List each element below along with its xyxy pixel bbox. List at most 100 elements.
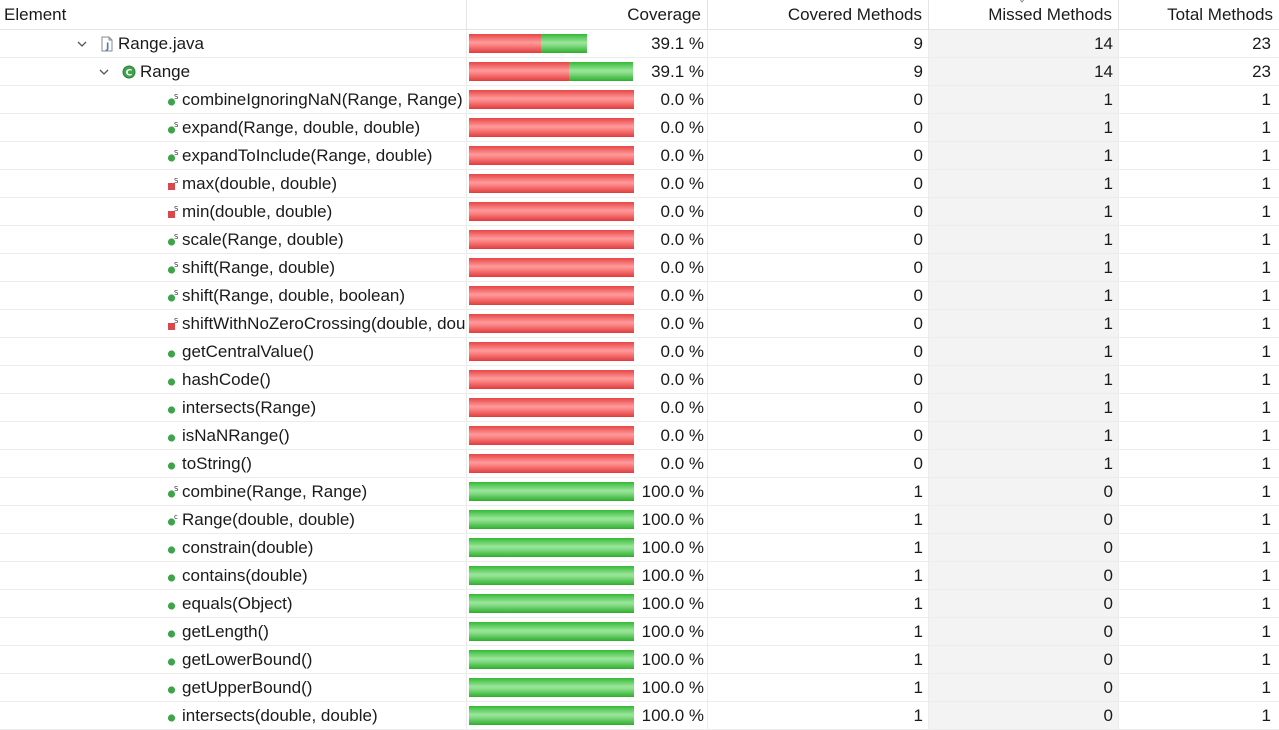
chevron-down-icon[interactable]: [76, 30, 88, 57]
coverage-cell: 0.0 %: [467, 450, 708, 477]
element-cell[interactable]: getLength(): [0, 618, 467, 645]
covered-methods-cell: 0: [708, 366, 929, 393]
missed-methods-cell: 1: [929, 366, 1119, 393]
covered-bar-segment: [569, 62, 633, 81]
element-name: shift(Range, double, boolean): [182, 286, 406, 305]
element-cell[interactable]: getUpperBound(): [0, 674, 467, 701]
method-row[interactable]: isNaNRange() 0.0 % 0 1 1: [0, 422, 1279, 450]
column-header-element[interactable]: Element: [0, 0, 467, 29]
column-header-covered-methods[interactable]: Covered Methods: [708, 0, 929, 29]
private-static-method-icon: S: [168, 205, 179, 218]
element-cell[interactable]: contains(double): [0, 562, 467, 589]
constructor-icon: c: [167, 513, 178, 526]
missed-bar-segment: [469, 454, 634, 473]
method-row[interactable]: c Range(double, double) 100.0 % 1 0 1: [0, 506, 1279, 534]
method-row[interactable]: constrain(double) 100.0 % 1 0 1: [0, 534, 1279, 562]
svg-text:S: S: [174, 261, 179, 269]
method-row[interactable]: getUpperBound() 100.0 % 1 0 1: [0, 674, 1279, 702]
method-row[interactable]: equals(Object) 100.0 % 1 0 1: [0, 590, 1279, 618]
missed-bar-segment: [469, 90, 634, 109]
coverage-percent: 100.0 %: [641, 622, 704, 641]
coverage-percent: 0.0 %: [660, 398, 704, 417]
file-row[interactable]: J Range.java 39.1 % 9 14 23: [0, 30, 1279, 58]
covered-methods-cell: 0: [708, 142, 929, 169]
coverage-percent: 100.0 %: [641, 510, 704, 529]
method-row[interactable]: getCentralValue() 0.0 % 0 1 1: [0, 338, 1279, 366]
public-method-icon: [167, 546, 176, 554]
covered-methods-cell: 9: [708, 30, 929, 57]
coverage-bar: [469, 342, 634, 361]
element-cell[interactable]: C Range: [0, 58, 467, 85]
element-cell[interactable]: J Range.java: [0, 30, 467, 57]
element-cell[interactable]: getCentralValue(): [0, 338, 467, 365]
covered-methods-cell: 0: [708, 170, 929, 197]
covered-methods-cell: 0: [708, 282, 929, 309]
total-methods-cell: 1: [1261, 594, 1271, 613]
covered-methods-cell: 0: [708, 226, 929, 253]
total-methods-cell: 1: [1261, 398, 1271, 417]
element-cell[interactable]: getLowerBound(): [0, 646, 467, 673]
method-row[interactable]: contains(double) 100.0 % 1 0 1: [0, 562, 1279, 590]
missed-methods-cell: 0: [929, 562, 1119, 589]
missed-methods-cell: 1: [929, 450, 1119, 477]
method-row[interactable]: getLength() 100.0 % 1 0 1: [0, 618, 1279, 646]
svg-text:J: J: [105, 42, 109, 52]
element-cell[interactable]: toString(): [0, 450, 467, 477]
element-cell[interactable]: constrain(double): [0, 534, 467, 561]
element-cell[interactable]: c Range(double, double): [0, 506, 467, 533]
total-methods-cell: 1: [1261, 90, 1271, 109]
java-file-icon: J: [101, 36, 113, 52]
total-methods-cell: 1: [1261, 706, 1271, 725]
method-row[interactable]: hashCode() 0.0 % 0 1 1: [0, 366, 1279, 394]
class-row[interactable]: C Range 39.1 % 9 14 23: [0, 58, 1279, 86]
element-name: Range(double, double): [182, 510, 355, 529]
public-method-icon: [167, 574, 176, 582]
total-methods-cell: 1: [1261, 314, 1271, 333]
chevron-down-icon[interactable]: [98, 58, 110, 85]
element-cell[interactable]: hashCode(): [0, 366, 467, 393]
element-cell[interactable]: isNaNRange(): [0, 422, 467, 449]
method-row[interactable]: intersects(Range) 0.0 % 0 1 1: [0, 394, 1279, 422]
column-header-total-methods[interactable]: Total Methods: [1167, 5, 1273, 24]
element-cell[interactable]: equals(Object): [0, 590, 467, 617]
element-cell[interactable]: intersects(double, double): [0, 702, 467, 729]
method-row[interactable]: intersects(double, double) 100.0 % 1 0 1: [0, 702, 1279, 730]
element-cell[interactable]: intersects(Range): [0, 394, 467, 421]
coverage-percent: 0.0 %: [660, 202, 704, 221]
coverage-percent: 0.0 %: [660, 426, 704, 445]
column-header-coverage[interactable]: Coverage: [467, 0, 708, 29]
coverage-cell: 0.0 %: [467, 422, 708, 449]
coverage-cell: 0.0 %: [467, 226, 708, 253]
coverage-bar: [469, 706, 634, 725]
total-methods-cell: 1: [1261, 286, 1271, 305]
method-row[interactable]: toString() 0.0 % 0 1 1: [0, 450, 1279, 478]
covered-methods-cell: 0: [708, 254, 929, 281]
covered-methods-cell: 1: [708, 674, 929, 701]
coverage-bar: [469, 678, 634, 697]
covered-bar-segment: [469, 566, 634, 585]
element-name: expandToInclude(Range, double): [182, 146, 433, 165]
method-row[interactable]: getLowerBound() 100.0 % 1 0 1: [0, 646, 1279, 674]
covered-methods-cell: 0: [708, 394, 929, 421]
column-header-missed-methods[interactable]: Missed Methods: [929, 0, 1119, 29]
